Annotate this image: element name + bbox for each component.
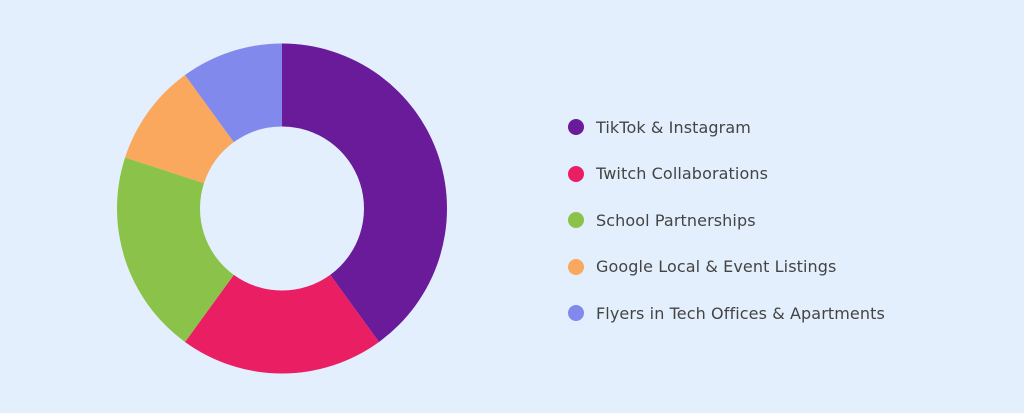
legend-swatch xyxy=(568,119,584,136)
legend-item-4[interactable]: Google Local & Event Listings xyxy=(568,244,885,291)
legend-item-3[interactable]: School Partnerships xyxy=(568,197,885,244)
legend-item-2[interactable]: Twitch Collaborations xyxy=(568,151,885,198)
donut-slice-1[interactable] xyxy=(282,43,447,342)
legend-label: TikTok & Instagram xyxy=(596,117,751,137)
legend-label: Twitch Collaborations xyxy=(596,164,769,184)
legend-swatch xyxy=(568,212,584,229)
donut-slice-4[interactable] xyxy=(125,75,234,184)
legend-label: Flyers in Tech Offices & Apartments xyxy=(596,303,885,323)
legend-swatch xyxy=(568,258,584,275)
legend-label: Google Local & Event Listings xyxy=(596,257,837,277)
legend-item-1[interactable]: TikTok & Instagram xyxy=(568,104,885,151)
donut-plot xyxy=(117,43,447,374)
legend-item-5[interactable]: Flyers in Tech Offices & Apartments xyxy=(568,290,885,337)
legend-swatch xyxy=(568,165,584,182)
donut-slice-3[interactable] xyxy=(117,157,234,342)
legend-swatch xyxy=(568,305,584,322)
legend: TikTok & Instagram Twitch Collaborations S… xyxy=(568,104,885,337)
donut-slice-5[interactable] xyxy=(185,43,282,143)
donut-slice-2[interactable] xyxy=(185,274,379,374)
legend-label: School Partnerships xyxy=(596,210,756,230)
